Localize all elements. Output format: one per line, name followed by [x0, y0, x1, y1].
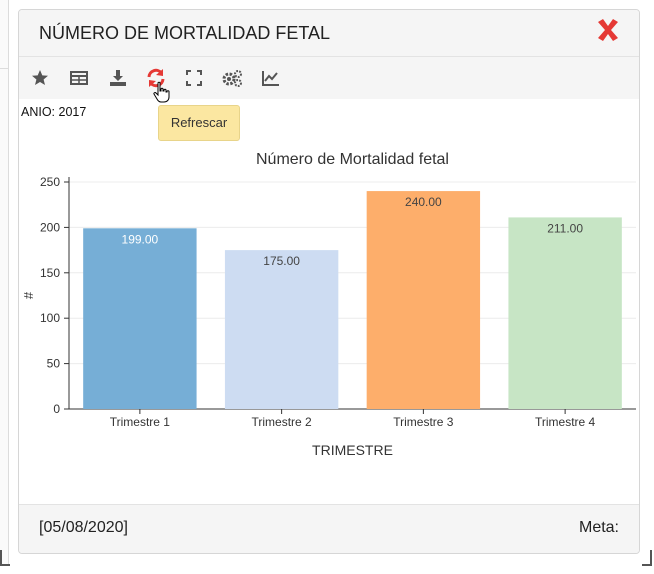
favorite-button[interactable]: [29, 67, 51, 89]
fullscreen-button[interactable]: [183, 67, 205, 89]
download-icon: [110, 70, 126, 86]
x-tick-label: Trimestre 3: [393, 415, 454, 429]
y-tick-label: 100: [40, 311, 60, 325]
bar-value-label: 199.00: [122, 232, 159, 246]
footer-date: [05/08/2020]: [39, 519, 128, 536]
table-icon: [70, 71, 88, 85]
x-tick-label: Trimestre 2: [252, 415, 313, 429]
close-icon: [598, 19, 618, 41]
indicator-panel: NÚMERO DE MORTALIDAD FETAL: [18, 9, 640, 554]
close-button[interactable]: [593, 16, 623, 46]
bar-value-label: 175.00: [263, 254, 300, 268]
line-chart-icon: [262, 71, 279, 86]
footer-meta-label: Meta:: [578, 519, 619, 536]
panel-footer: [05/08/2020] Meta:: [19, 504, 639, 553]
x-axis-label: TRIMESTRE: [312, 442, 393, 458]
x-tick-label: Trimestre 4: [535, 415, 596, 429]
hand-pointer-cursor: [153, 81, 170, 103]
chart-title: Número de Mortalidad fetal: [256, 151, 449, 168]
y-tick-label: 50: [47, 357, 61, 371]
bar: [224, 250, 339, 409]
year-filter-label: ANIO: 2017: [21, 105, 87, 119]
settings-icon: [222, 70, 242, 87]
y-tick-label: 250: [40, 175, 60, 189]
bar: [508, 217, 622, 409]
toolbar: [19, 57, 639, 99]
bar-chart: Número de Mortalidad fetal 0 50 100 150 200 25…: [21, 151, 636, 458]
chart-type-button[interactable]: [260, 67, 282, 89]
bar-value-label: 211.00: [547, 221, 583, 235]
panel-header: NÚMERO DE MORTALIDAD FETAL: [19, 10, 639, 57]
y-tick-label: 150: [40, 266, 60, 280]
x-tick-label: Trimestre 1: [110, 415, 171, 429]
table-view-button[interactable]: [68, 67, 90, 89]
download-button[interactable]: [107, 67, 129, 89]
panel-title: NÚMERO DE MORTALIDAD FETAL: [39, 23, 331, 43]
background-panel-edge: [0, 0, 9, 565]
bar-value-label: 240.00: [405, 195, 442, 209]
fullscreen-icon: [186, 70, 202, 86]
settings-button[interactable]: [221, 67, 243, 89]
bar: [366, 191, 481, 409]
bar: [83, 228, 197, 409]
star-icon: [32, 70, 48, 85]
y-tick-label: 0: [53, 402, 60, 416]
y-axis-label: #: [21, 291, 36, 299]
refresh-tooltip: Refrescar: [158, 105, 240, 141]
y-tick-label: 200: [40, 220, 60, 234]
